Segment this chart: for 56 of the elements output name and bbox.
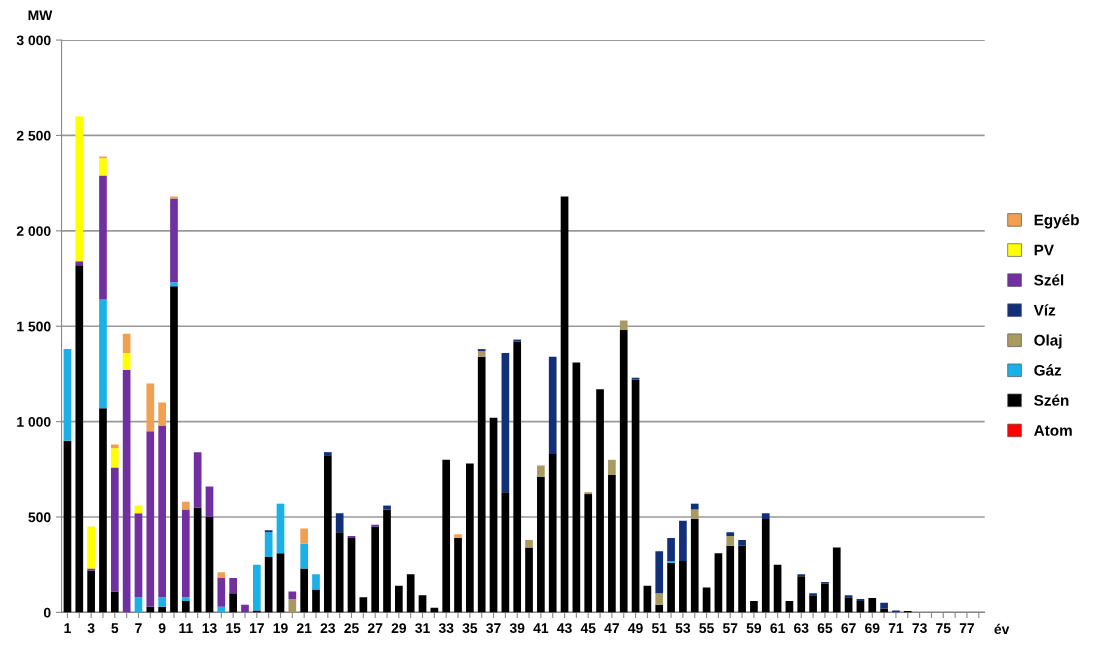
x-tick-label: 11	[179, 623, 193, 633]
x-tick-label: 63	[794, 623, 809, 634]
y-tick-label: 2 500	[16, 130, 51, 141]
x-tick-label: 3	[87, 623, 95, 634]
x-tick-label: 5	[111, 623, 119, 634]
y-tick-label: 3 000	[16, 35, 51, 46]
legend-label: Gáz	[1034, 364, 1062, 376]
x-tick-label: 15	[226, 623, 241, 634]
x-tick-label: 69	[865, 623, 880, 634]
y-tick-label: 1 500	[17, 321, 51, 332]
x-tick-label: 39	[509, 623, 525, 634]
x-tick-label: 65	[817, 623, 833, 634]
x-tick-label: 43	[557, 623, 572, 634]
x-tick-label: 35	[462, 623, 478, 634]
x-tick-label: 7	[135, 623, 142, 633]
y-tick-label: 2 000	[16, 226, 51, 237]
x-tick-label: 37	[486, 623, 501, 634]
x-tick-label: 1	[64, 623, 71, 633]
x-tick-label: 19	[273, 623, 288, 634]
x-tick-label: 67	[841, 623, 856, 634]
legend-label: Szén	[1034, 394, 1069, 406]
y-axis-title: MW	[28, 10, 53, 20]
x-tick-label: 25	[344, 623, 359, 634]
x-tick-label: 27	[367, 623, 383, 633]
x-tick-label: 61	[770, 623, 785, 634]
x-tick-label: 73	[912, 623, 927, 634]
x-tick-label: 53	[675, 623, 691, 634]
x-tick-label: 75	[936, 623, 951, 634]
x-tick-label: 17	[249, 623, 264, 633]
y-tick-label: 500	[28, 512, 51, 523]
legend-label: Szél	[1034, 274, 1064, 286]
x-tick-label: 33	[438, 623, 454, 634]
x-tick-label: 55	[699, 623, 714, 634]
x-tick-label: 49	[628, 623, 643, 634]
x-tick-label: 31	[415, 623, 430, 634]
x-axis-title: év	[994, 623, 1010, 635]
y-tick-label: 1 000	[17, 416, 51, 427]
x-tick-label: 9	[158, 623, 166, 634]
x-tick-label: 71	[888, 623, 904, 633]
legend-label: PV	[1034, 244, 1054, 256]
x-tick-label: 23	[320, 623, 336, 634]
x-tick-label: 57	[722, 623, 738, 634]
x-tick-label: 47	[604, 623, 619, 633]
legend-label: Olaj	[1034, 334, 1062, 349]
x-tick-label: 21	[296, 623, 312, 633]
x-tick-label: 13	[202, 623, 217, 634]
x-tick-label: 29	[391, 623, 407, 634]
legend-label: Atom	[1034, 425, 1072, 436]
x-tick-label: 51	[651, 623, 667, 634]
x-tick-label: 59	[746, 623, 762, 634]
y-tick-label: 0	[43, 607, 51, 618]
x-tick-label: 77	[959, 623, 975, 633]
x-tick-label: 41	[533, 623, 549, 633]
x-tick-label: 45	[580, 623, 596, 634]
legend-label: Egyéb	[1034, 214, 1079, 229]
legend-label: Víz	[1033, 304, 1056, 316]
